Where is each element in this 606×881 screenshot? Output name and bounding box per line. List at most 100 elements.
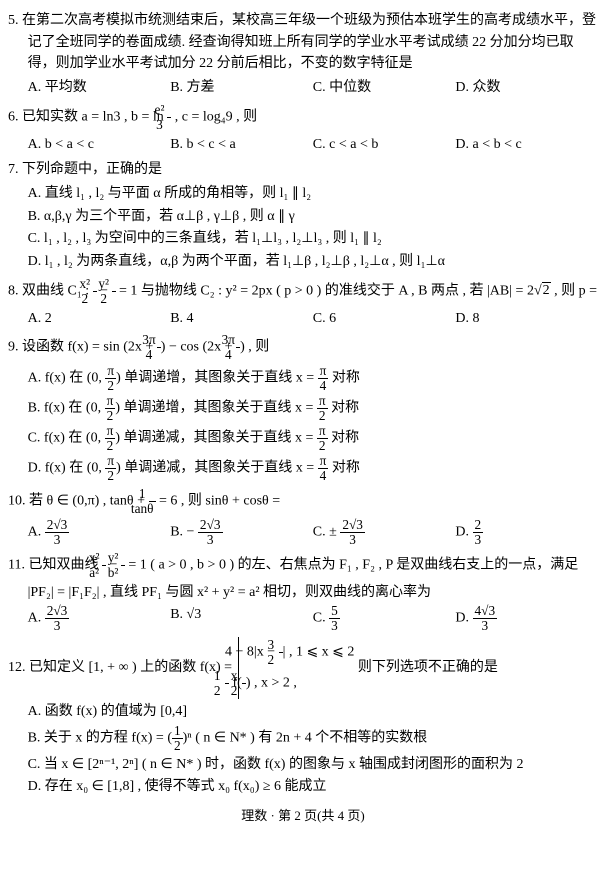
q12-case2: 12 f(x2) , x > 2 , <box>245 668 355 699</box>
q9C-n2: π <box>317 424 328 439</box>
q9B-f2: π2 <box>317 394 328 423</box>
question-11: 11. 已知双曲线 x²a² − y²b² = 1 ( a > 0 , b > … <box>8 551 598 634</box>
q5-opt-c: C. 中位数 <box>313 77 456 99</box>
q12B-d: 2 <box>172 739 183 753</box>
q9A-n2: π <box>318 364 329 379</box>
q11-b: = 1 ( a > 0 , b > 0 ) 的左、右焦点为 F₁ , F₂ , … <box>125 557 578 572</box>
q11-f1: x²a² <box>102 551 106 580</box>
q8-c: , 则 p = <box>551 283 597 298</box>
q7-opt-a: A. 直线 l₁ , l₂ 与平面 α 所成的角相等，则 l₁ ∥ l₂ <box>8 183 598 205</box>
q9-a: 设函数 f(x) = sin (2x + <box>22 340 157 355</box>
q10-opt-c: C. ± 2√33 <box>313 518 456 547</box>
q11A-d: 3 <box>45 619 70 633</box>
q9D-d2: 4 <box>318 469 329 483</box>
q7-num: 7. <box>8 162 19 177</box>
q9C-b: ) 单调递减，其图象关于直线 x = <box>115 431 317 446</box>
q9A-n: π <box>105 364 116 379</box>
q7-opt-d: D. l₁ , l₂ 为两条直线，α,β 为两个平面，若 l₁⊥β , l₂⊥β… <box>8 251 598 273</box>
q9C-c: 对称 <box>328 431 360 446</box>
q8-rt: 2 <box>542 282 551 298</box>
q10D-d: 3 <box>473 533 484 547</box>
q10D-a: D. <box>455 524 472 539</box>
question-9: 9. 设函数 f(x) = sin (2x + 3π4) − cos (2x +… <box>8 333 598 483</box>
q9D-b: ) 单调递减，其图象关于直线 x = <box>116 461 318 476</box>
q11C-a: C. <box>313 611 329 626</box>
q8-opt-c: C. 6 <box>313 308 456 330</box>
q9D-f2: π4 <box>318 454 329 483</box>
q10B-n: 2√3 <box>198 518 223 533</box>
q7-opt-b: B. α,β,γ 为三个平面，若 α⊥β , γ⊥β , 则 α ∥ γ <box>8 206 598 228</box>
q11C-n: 5 <box>329 604 340 619</box>
q11D-a: D. <box>455 611 472 626</box>
q10A-d: 3 <box>45 533 70 547</box>
q11-opt-c: C. 53 <box>313 604 456 633</box>
q10-num: 10. <box>8 494 26 509</box>
q9-stem: 9. 设函数 f(x) = sin (2x + 3π4) − cos (2x +… <box>8 333 598 362</box>
q12c1-f: 32 <box>279 638 283 667</box>
q9D-n: π <box>105 454 116 469</box>
q10-options: A. 2√33 B. − 2√33 C. ± 2√33 D. 23 <box>8 518 598 547</box>
q9A-f1: π2 <box>105 364 116 393</box>
q9B-d2: 2 <box>317 409 328 423</box>
q9-opt-d: D. f(x) 在 (0, π2) 单调递减，其图象关于直线 x = π4 对称 <box>8 454 598 483</box>
q9D-c: 对称 <box>328 461 360 476</box>
q10-stem: 10. 若 θ ∈ (0,π) , tanθ + 1tanθ = 6 , 则 s… <box>8 487 598 516</box>
question-6: 6. 已知实数 a = ln3 , b = ln e²3 , c = log₄9… <box>8 103 598 156</box>
q11-opt-a: A. 2√33 <box>28 604 171 633</box>
q11-stem: 11. 已知双曲线 x²a² − y²b² = 1 ( a > 0 , b > … <box>8 551 598 580</box>
q6-opt-d: D. a < b < c <box>455 134 598 156</box>
q10-f: 1tanθ <box>149 487 156 516</box>
q10A-a: A. <box>28 524 45 539</box>
q9B-a: B. f(x) 在 (0, <box>28 401 105 416</box>
q12B-b: )ⁿ ( n ∈ N* ) 有 2n + 4 个不相等的实数根 <box>183 730 428 745</box>
q9B-n: π <box>105 394 116 409</box>
q11A-a: A. <box>28 611 45 626</box>
q9D-d: 2 <box>105 469 116 483</box>
q9A-c: 对称 <box>328 371 360 386</box>
q9B-b: ) 单调递增，其图象关于直线 x = <box>115 401 317 416</box>
q11D-d: 3 <box>473 619 498 633</box>
q10C-a: C. ± <box>313 524 341 539</box>
q9C-d2: 2 <box>317 439 328 453</box>
q10C-d: 3 <box>340 533 365 547</box>
q10B-f: 2√33 <box>198 518 223 547</box>
q11C-d: 3 <box>329 619 340 633</box>
q6-num: 6. <box>8 109 19 124</box>
q5-text: 在第二次高考模拟市统测结束后，某校高三年级一个班级为预估本班学生的高考成绩水平，… <box>22 13 596 71</box>
q11-opt-d: D. 4√33 <box>455 604 598 633</box>
q10-fn: 1 <box>149 487 156 502</box>
q7-text: 下列命题中，正确的是 <box>22 162 162 177</box>
q8-options: A. 2 B. 4 C. 6 D. 8 <box>8 308 598 330</box>
q9A-d2: 4 <box>318 379 329 393</box>
q9D-f1: π2 <box>105 454 116 483</box>
q11-options: A. 2√33 B. √3 C. 53 D. 4√33 <box>8 604 598 633</box>
q11-num: 11. <box>8 557 25 572</box>
q7-stem: 7. 下列命题中，正确的是 <box>8 159 598 181</box>
q12B-f: 12 <box>172 724 183 753</box>
q9A-a: A. f(x) 在 (0, <box>28 371 106 386</box>
q9B-f1: π2 <box>105 394 116 423</box>
q12c1-d: 2 <box>279 653 283 667</box>
q12c1-n: 3 <box>279 638 283 653</box>
q8-num: 8. <box>8 283 19 298</box>
q10-opt-a: A. 2√33 <box>28 518 171 547</box>
q12-cases: 4 − 8|x − 32| , 1 ⩽ x ⩽ 2 12 f(x2) , x >… <box>238 637 355 699</box>
q9A-d: 2 <box>105 379 116 393</box>
q8-b: = 1 与抛物线 C₂ : y² = 2px ( p > 0 ) 的准线交于 A… <box>116 283 534 298</box>
q12c1-c: , 1 ⩽ x ⩽ 2 <box>285 645 354 660</box>
q12-a: 已知定义 [1, + ∞ ) 上的函数 f(x) = <box>29 660 236 675</box>
q10C-f: 2√33 <box>340 518 365 547</box>
q8-f1n: x² <box>93 277 97 292</box>
q9C-f1: π2 <box>105 424 116 453</box>
q8-f1: x²2 <box>93 277 97 306</box>
q9C-n: π <box>105 424 116 439</box>
q8-opt-b: B. 4 <box>170 308 313 330</box>
q9D-a: D. f(x) 在 (0, <box>28 461 106 476</box>
q11-f1d: a² <box>102 566 106 580</box>
q9C-f2: π2 <box>317 424 328 453</box>
q6-opt-b: B. b < c < a <box>170 134 313 156</box>
question-10: 10. 若 θ ∈ (0,π) , tanθ + 1tanθ = 6 , 则 s… <box>8 487 598 547</box>
q9-opt-c: C. f(x) 在 (0, π2) 单调递减，其图象关于直线 x = π2 对称 <box>8 424 598 453</box>
q10D-n: 2 <box>473 518 484 533</box>
q6-opt-a: A. b < a < c <box>28 134 171 156</box>
